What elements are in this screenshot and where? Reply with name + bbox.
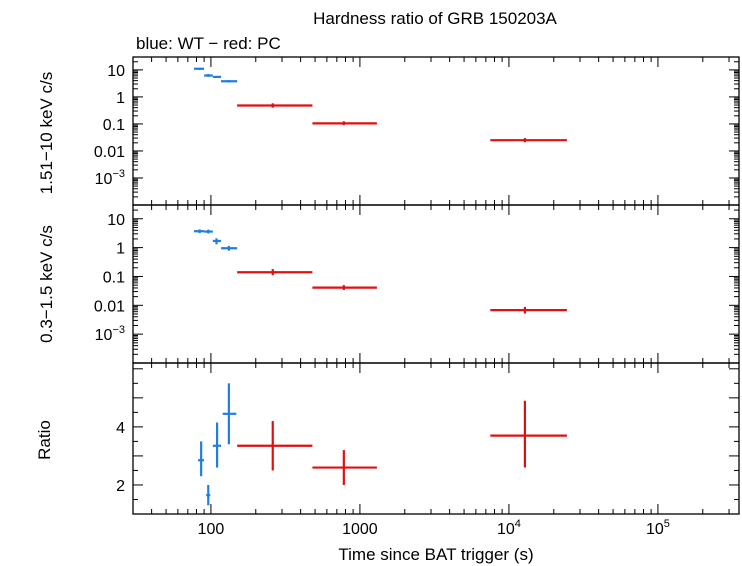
series-pc bbox=[237, 400, 567, 485]
y-tick-label: 0.01 bbox=[94, 298, 125, 315]
y-tick-label-exponent: −3 bbox=[112, 168, 125, 180]
data-point bbox=[204, 229, 213, 234]
y-tick-label-text: 0.1 bbox=[103, 269, 125, 286]
series-wt bbox=[193, 229, 238, 251]
x-tick-label: 100 bbox=[198, 521, 225, 538]
y-tick-label-text: 0.1 bbox=[103, 117, 125, 134]
y-tick-label: 1 bbox=[116, 90, 125, 107]
data-point bbox=[312, 121, 377, 126]
chart-title: Hardness ratio of GRB 150203A bbox=[313, 9, 557, 28]
data-point bbox=[490, 400, 567, 468]
data-point bbox=[490, 138, 567, 143]
data-point bbox=[204, 74, 213, 77]
y-tick-label-text: 10 bbox=[107, 63, 125, 80]
y-tick-label: 1 bbox=[116, 241, 125, 258]
y-axis-label-middle: 0.3−1.5 keV c/s bbox=[37, 225, 56, 343]
y-tick-label-text: 1 bbox=[116, 90, 125, 107]
data-point bbox=[221, 245, 238, 251]
data-point bbox=[237, 103, 313, 108]
y-tick-label-text: 10 bbox=[95, 171, 113, 188]
data-point bbox=[206, 484, 211, 506]
y-tick-label-exponent: −3 bbox=[112, 324, 125, 336]
series-pc bbox=[237, 103, 567, 143]
y-tick-label: 0.1 bbox=[103, 269, 125, 286]
data-point bbox=[212, 422, 222, 468]
y-tick-label-text: 10 bbox=[107, 212, 125, 229]
data-point bbox=[222, 383, 237, 445]
data-point bbox=[198, 441, 205, 477]
data-point bbox=[212, 75, 222, 79]
x-tick-label: 104 bbox=[497, 518, 521, 538]
panel-frame bbox=[132, 204, 740, 364]
y-tick-label: 0.01 bbox=[94, 144, 125, 161]
data-point bbox=[212, 238, 222, 245]
y-tick-label: 4 bbox=[116, 420, 125, 437]
x-tick-label-text: 10 bbox=[646, 521, 664, 538]
x-tick-label-text: 1000 bbox=[342, 521, 378, 538]
chart-subtitle: blue: WT − red: PC bbox=[136, 34, 281, 53]
data-point bbox=[193, 67, 205, 70]
data-point bbox=[193, 229, 205, 234]
data-point bbox=[490, 306, 567, 314]
y-tick-label-text: 0.01 bbox=[94, 144, 125, 161]
panel-frame bbox=[132, 362, 740, 515]
series-wt bbox=[198, 383, 237, 506]
y-axis-label-top: 1.51−10 keV c/s bbox=[37, 72, 56, 194]
y-tick-label-text: 10 bbox=[95, 327, 113, 344]
data-point bbox=[221, 80, 238, 83]
y-tick-label-text: 2 bbox=[116, 478, 125, 495]
y-tick-label-text: 4 bbox=[116, 420, 125, 437]
y-tick-label: 2 bbox=[116, 478, 125, 495]
data-point bbox=[237, 269, 313, 276]
x-tick-label-exponent: 5 bbox=[664, 518, 670, 530]
x-tick-label-text: 10 bbox=[497, 521, 515, 538]
y-axis-label-ratio: Ratio bbox=[35, 420, 54, 460]
panel-frame bbox=[132, 56, 740, 206]
y-tick-label-text: 0.01 bbox=[94, 298, 125, 315]
x-tick-label: 1000 bbox=[342, 521, 378, 538]
data-point bbox=[312, 285, 377, 290]
x-axis-label: Time since BAT trigger (s) bbox=[338, 545, 533, 564]
y-tick-label: 0.1 bbox=[103, 117, 125, 134]
series-wt bbox=[193, 67, 238, 83]
y-tick-label-text: 1 bbox=[116, 241, 125, 258]
series-pc bbox=[237, 269, 567, 314]
data-point bbox=[312, 450, 377, 485]
x-tick-label-text: 100 bbox=[198, 521, 225, 538]
data-point bbox=[237, 421, 313, 471]
y-tick-label: 10 bbox=[107, 63, 125, 80]
x-tick-label-exponent: 4 bbox=[515, 518, 521, 530]
y-tick-label: 10 bbox=[107, 212, 125, 229]
y-tick-label: 10−3 bbox=[95, 324, 125, 344]
x-tick-label: 105 bbox=[646, 518, 670, 538]
y-tick-label: 10−3 bbox=[95, 168, 125, 188]
